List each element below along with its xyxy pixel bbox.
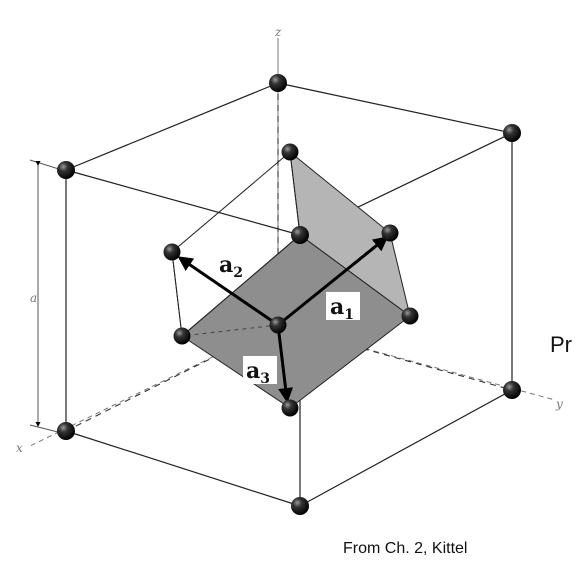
- atom: [381, 224, 399, 242]
- atom: [281, 399, 299, 417]
- atom: [503, 124, 521, 142]
- cube-hidden-edge: [277, 324, 513, 391]
- cube-edge: [277, 82, 513, 134]
- cube-edge: [65, 82, 279, 171]
- atom: [57, 161, 75, 179]
- primitive-vectors: [177, 236, 389, 403]
- atom: [291, 497, 309, 515]
- x-axis-label: x: [16, 441, 23, 455]
- atom: [281, 143, 299, 161]
- vector-a1-arrow: [277, 236, 389, 327]
- svg-text:a3: a3: [246, 358, 270, 387]
- vector-a2-arrow: [177, 256, 279, 327]
- cube-edge: [299, 389, 513, 507]
- vector-a1-label: a1: [326, 292, 360, 323]
- atom: [173, 327, 191, 345]
- atom: [401, 307, 419, 325]
- y-axis-label: y: [555, 397, 563, 411]
- vector-a2-label: a2: [219, 252, 243, 281]
- atom: [503, 381, 521, 399]
- z-axis-label: z: [274, 25, 282, 39]
- lattice-constant-label: a: [30, 291, 37, 305]
- lattice-constant-dimension: [29, 159, 63, 434]
- vector-a3-label: a3: [243, 356, 277, 387]
- cube-edge: [65, 169, 301, 236]
- atoms: [57, 74, 521, 515]
- svg-text:a1: a1: [330, 294, 354, 323]
- svg-text:a2: a2: [219, 252, 243, 281]
- figure-caption: From Ch. 2, Kittel: [343, 540, 468, 557]
- atom: [269, 74, 287, 92]
- primitive-cell-faces: [171, 150, 411, 409]
- cube-edges: [65, 82, 513, 507]
- side-text-fragment: Pr: [550, 332, 572, 357]
- cube-edge: [65, 430, 301, 507]
- atom: [291, 226, 309, 244]
- atom-body-center: [269, 316, 287, 334]
- atom: [57, 422, 75, 440]
- vector-a3-arrow: [276, 324, 294, 403]
- atom: [163, 243, 181, 261]
